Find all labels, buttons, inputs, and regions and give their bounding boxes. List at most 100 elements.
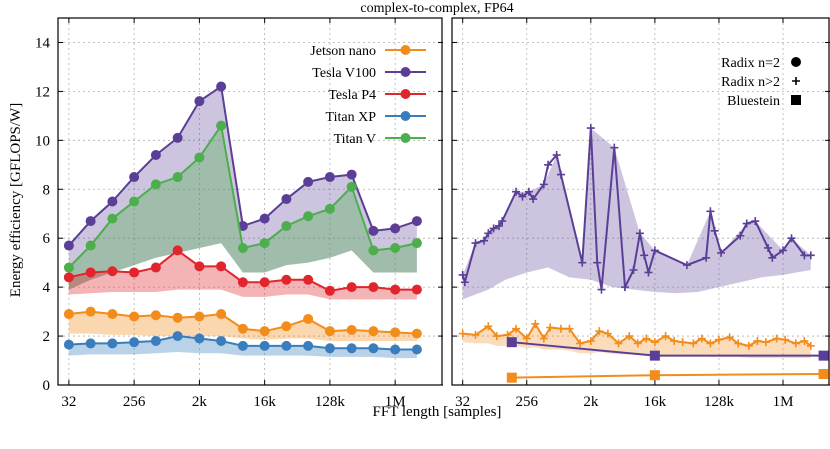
jetson-square-point — [506, 372, 517, 383]
right-x-tick-label: 256 — [515, 394, 538, 410]
titanxp-point — [237, 340, 248, 351]
jetson-point — [324, 326, 335, 337]
jetson-plus-point — [753, 336, 762, 345]
titanv-point — [85, 240, 96, 251]
titanv-point — [107, 213, 118, 224]
titanxp-point — [281, 340, 292, 351]
right-frame — [451, 17, 830, 386]
titanxp-point — [368, 343, 379, 354]
jetson-plus-point — [484, 322, 493, 331]
jetson-plus-line — [462, 321, 812, 347]
jetson-plus-point — [539, 334, 548, 343]
legend-label-v100: Tesla V100 — [312, 66, 376, 81]
p4-point — [324, 285, 335, 296]
v100-point — [259, 213, 270, 224]
titanxp-point — [194, 333, 205, 344]
jetson-plus-point — [706, 339, 715, 348]
p4-point — [368, 282, 379, 293]
titanv-point — [237, 242, 248, 253]
p4-point — [63, 272, 74, 283]
v100-square-point — [649, 350, 660, 361]
jetson-plus-point — [697, 334, 706, 343]
p4-point — [281, 274, 292, 285]
legend-label-square: Bluestein — [727, 94, 780, 109]
y-axis-title: Energy efficiency [GFLOPS/W] — [8, 103, 24, 297]
v100-point — [411, 216, 422, 227]
legend-label-p4: Tesla P4 — [328, 88, 376, 103]
y-tick-label: 6 — [43, 231, 51, 247]
jetson-plus-point — [725, 333, 734, 342]
v100-plus-point — [610, 143, 619, 152]
y-tick-label: 8 — [43, 182, 51, 198]
y-tick-label: 10 — [35, 133, 50, 149]
left-x-tick-label: 2k — [192, 394, 208, 410]
y-tick-label: 2 — [43, 329, 51, 345]
jetson-plus-point — [522, 334, 531, 343]
y-tick-label: 4 — [43, 280, 51, 296]
jetson-point — [216, 309, 227, 320]
titanv-point — [324, 203, 335, 214]
y-axis: 0 2 4 6 8 10 12 14 — [35, 35, 51, 394]
jetson-plus-point — [625, 332, 634, 341]
jetson-plus-point — [458, 329, 467, 338]
v100-plus-point — [593, 258, 602, 267]
right-panel: 32 256 2k 16k 128k 1M — [451, 17, 830, 410]
jetson-square-line — [511, 372, 824, 379]
jetson-point — [129, 311, 140, 322]
titanv-point — [303, 211, 314, 222]
v100-point — [129, 172, 140, 183]
v100-plus-point — [779, 246, 788, 255]
y-tick-label: 14 — [35, 35, 51, 51]
v100-plus-point — [787, 234, 796, 243]
jetson-point — [346, 324, 357, 335]
jetson-plus-point — [595, 327, 604, 336]
jetson-point — [368, 326, 379, 337]
jetson-point — [172, 312, 183, 323]
v100-plus-point — [556, 170, 565, 179]
legend-label-titanv: Titan V — [334, 132, 376, 147]
titanxp-point — [172, 331, 183, 342]
v100-band — [68, 86, 417, 290]
legend-plus-marker — [792, 77, 800, 85]
legend-marker-titanv — [400, 133, 411, 143]
titanv-point — [346, 181, 357, 192]
jetson-plus-point — [546, 323, 555, 332]
left-panel: 32 256 2k 16k 128k 1M — [57, 17, 443, 410]
jetson-point — [390, 327, 401, 338]
legend-label-circle: Radix n=2 — [721, 56, 780, 71]
v100-plus-point — [650, 246, 659, 255]
left-x-tick-label: 256 — [123, 394, 146, 410]
v100-point — [216, 81, 227, 92]
jetson-plus-point — [633, 339, 642, 348]
v100-square-point — [818, 350, 829, 361]
v100-plus-point — [586, 124, 595, 133]
v100-square-point — [506, 337, 517, 348]
left-x-tick-label: 128k — [315, 394, 346, 410]
jetson-point — [259, 326, 270, 337]
titanxp-point — [107, 338, 118, 349]
v100-plus-point — [529, 195, 538, 204]
v100-point — [281, 194, 292, 205]
v100-plus-point — [578, 258, 587, 267]
jetson-plus-point — [714, 335, 723, 344]
jetson-point — [194, 311, 205, 322]
titanxp-point — [85, 338, 96, 349]
v100-right-band — [462, 128, 811, 300]
p4-band — [68, 250, 417, 300]
v100-plus-point — [494, 221, 503, 230]
jetson-point — [281, 321, 292, 332]
jetson-plus-point — [670, 336, 679, 345]
right-x-tick-label: 32 — [455, 394, 470, 410]
jetson-plus-point — [734, 339, 743, 348]
left-x-tick-label: 1M — [385, 394, 406, 410]
jetson-plus-point — [586, 336, 595, 345]
v100-point — [172, 132, 183, 143]
legend-marker-p4 — [400, 89, 411, 99]
legend-devices: Jetson nano Tesla V100 Tesla P4 Titan XP Tit… — [310, 44, 426, 147]
right-x-tick-label: 2k — [583, 394, 599, 410]
titanxp-point — [216, 335, 227, 346]
titanv-point — [281, 220, 292, 231]
p4-point — [129, 267, 140, 278]
v100-plus-point — [471, 239, 480, 248]
jetson-plus-point — [603, 329, 612, 338]
